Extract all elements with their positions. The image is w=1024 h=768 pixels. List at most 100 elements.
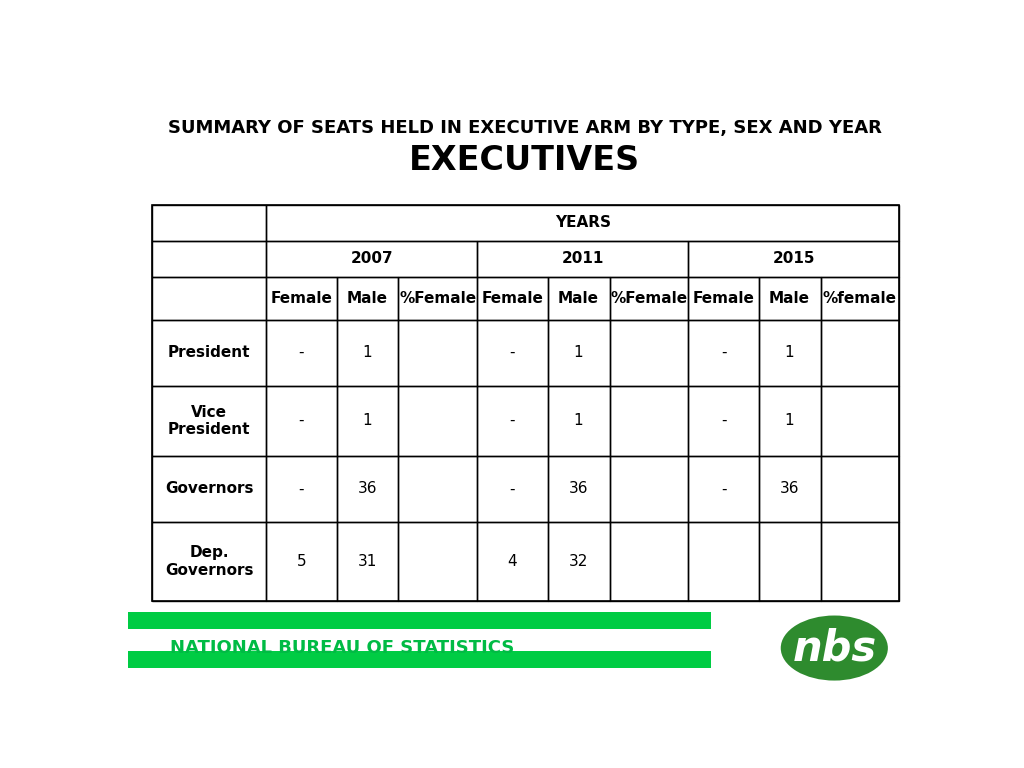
Bar — [152, 386, 266, 456]
Bar — [759, 456, 820, 522]
Text: -: - — [721, 413, 726, 429]
Bar — [548, 386, 609, 456]
Text: 1: 1 — [573, 413, 584, 429]
Text: 1: 1 — [784, 345, 795, 360]
Bar — [477, 386, 548, 456]
Text: YEARS: YEARS — [555, 215, 610, 230]
Bar — [820, 522, 899, 601]
Bar — [609, 386, 688, 456]
Text: Male: Male — [347, 291, 388, 306]
Text: SUMMARY OF SEATS HELD IN EXECUTIVE ARM BY TYPE, SEX AND YEAR: SUMMARY OF SEATS HELD IN EXECUTIVE ARM B… — [168, 118, 882, 137]
Text: EXECUTIVES: EXECUTIVES — [410, 144, 640, 177]
Bar — [548, 456, 609, 522]
Bar — [688, 386, 759, 456]
Ellipse shape — [780, 615, 888, 680]
Text: -: - — [510, 482, 515, 496]
Bar — [152, 319, 266, 386]
Bar — [820, 456, 899, 522]
Bar — [337, 319, 398, 386]
Bar — [152, 522, 266, 601]
Text: 1: 1 — [784, 413, 795, 429]
Bar — [337, 386, 398, 456]
Text: -: - — [299, 345, 304, 360]
Bar — [398, 456, 477, 522]
Bar — [759, 319, 820, 386]
Bar — [759, 386, 820, 456]
Text: 4: 4 — [508, 554, 517, 569]
Bar — [152, 204, 266, 240]
Bar — [609, 277, 688, 319]
Bar — [688, 456, 759, 522]
Bar — [152, 277, 266, 319]
Bar — [398, 386, 477, 456]
Text: Dep.
Governors: Dep. Governors — [165, 545, 253, 578]
Text: 36: 36 — [780, 482, 800, 496]
Bar — [477, 240, 688, 277]
Bar — [152, 240, 266, 277]
Bar — [759, 522, 820, 601]
Bar — [688, 522, 759, 601]
Text: -: - — [721, 345, 726, 360]
Bar — [477, 277, 548, 319]
Bar — [266, 456, 337, 522]
Bar — [548, 319, 609, 386]
Text: %Female: %Female — [610, 291, 687, 306]
Text: 5: 5 — [297, 554, 306, 569]
Text: Governors: Governors — [165, 482, 253, 496]
Text: 1: 1 — [573, 345, 584, 360]
Text: 32: 32 — [569, 554, 588, 569]
Text: 2011: 2011 — [561, 251, 604, 266]
Text: Female: Female — [692, 291, 755, 306]
Text: 2007: 2007 — [350, 251, 393, 266]
Bar — [548, 522, 609, 601]
Bar — [820, 319, 899, 386]
Bar — [609, 456, 688, 522]
Bar — [337, 277, 398, 319]
Text: Vice
President: Vice President — [168, 405, 250, 437]
Bar — [266, 240, 477, 277]
Bar — [688, 240, 899, 277]
Text: -: - — [510, 413, 515, 429]
Text: 2015: 2015 — [772, 251, 815, 266]
Text: 36: 36 — [357, 482, 377, 496]
Text: -: - — [299, 482, 304, 496]
Text: 1: 1 — [362, 345, 373, 360]
Text: %Female: %Female — [399, 291, 476, 306]
Text: %female: %female — [823, 291, 897, 306]
Bar — [609, 522, 688, 601]
Bar — [609, 319, 688, 386]
Bar — [128, 612, 712, 628]
Bar — [820, 386, 899, 456]
Bar — [688, 319, 759, 386]
Bar — [477, 456, 548, 522]
Bar — [398, 522, 477, 601]
Bar — [337, 456, 398, 522]
Bar — [688, 277, 759, 319]
Text: Female: Female — [270, 291, 333, 306]
Bar — [266, 204, 899, 240]
Text: Male: Male — [558, 291, 599, 306]
Bar — [477, 522, 548, 601]
Bar — [266, 277, 337, 319]
Bar — [398, 319, 477, 386]
Bar — [820, 277, 899, 319]
Text: Male: Male — [769, 291, 810, 306]
Text: Female: Female — [481, 291, 544, 306]
Bar — [266, 386, 337, 456]
Bar — [266, 319, 337, 386]
Bar — [759, 277, 820, 319]
Text: President: President — [168, 345, 250, 360]
Bar — [337, 522, 398, 601]
Bar — [266, 522, 337, 601]
Text: -: - — [721, 482, 726, 496]
Bar — [152, 456, 266, 522]
Bar — [548, 277, 609, 319]
Bar — [477, 319, 548, 386]
Text: NATIONAL BUREAU OF STATISTICS: NATIONAL BUREAU OF STATISTICS — [170, 639, 514, 657]
Text: 36: 36 — [568, 482, 589, 496]
Bar — [398, 277, 477, 319]
Text: -: - — [510, 345, 515, 360]
Text: 1: 1 — [362, 413, 373, 429]
Text: 31: 31 — [357, 554, 377, 569]
Text: -: - — [299, 413, 304, 429]
